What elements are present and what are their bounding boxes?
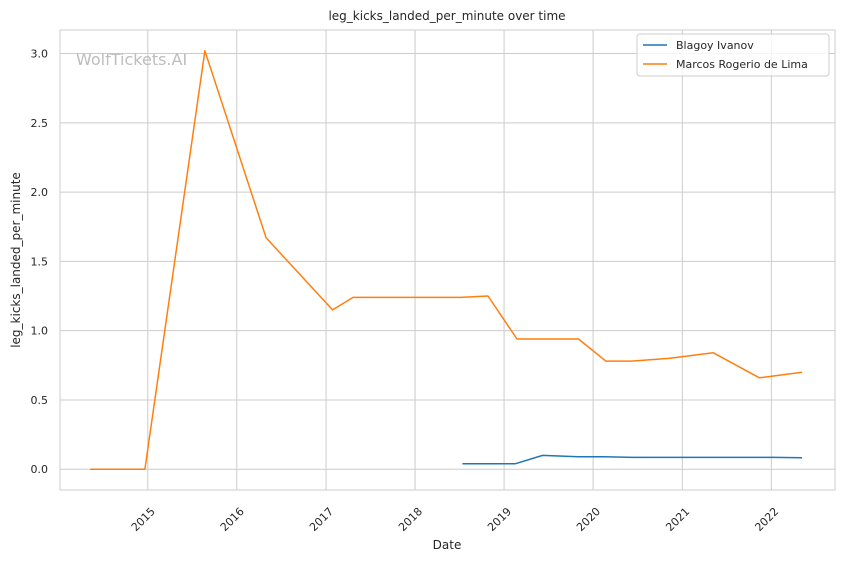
chart-title: leg_kicks_landed_per_minute over time — [328, 9, 565, 23]
x-axis-label: Date — [433, 538, 462, 552]
watermark: WolfTickets.AI — [76, 50, 187, 69]
y-tick-label: 1.0 — [31, 325, 49, 338]
legend-box — [636, 33, 830, 77]
legend-label-marcos-rogerio-de-lima: Marcos Rogerio de Lima — [676, 58, 808, 71]
y-tick-label: 1.5 — [31, 255, 49, 268]
y-tick-label: 3.0 — [31, 48, 49, 61]
y-axis-label: leg_kicks_landed_per_minute — [9, 172, 23, 348]
y-tick-label: 2.5 — [31, 117, 49, 130]
plot-area — [59, 29, 836, 491]
y-tick-label: 0.0 — [31, 463, 49, 476]
series-line-blagoy-ivanov — [462, 454, 803, 465]
y-tick-label: 2.0 — [31, 186, 49, 199]
legend: Blagoy Ivanov Marcos Rogerio de Lima — [636, 33, 830, 77]
series-lines — [90, 50, 803, 470]
legend-label-blagoy-ivanov: Blagoy Ivanov — [676, 39, 754, 52]
grid — [60, 30, 835, 490]
y-tick-label: 0.5 — [31, 394, 49, 407]
series-line-marcos-rogerio-de-lima — [90, 50, 803, 470]
